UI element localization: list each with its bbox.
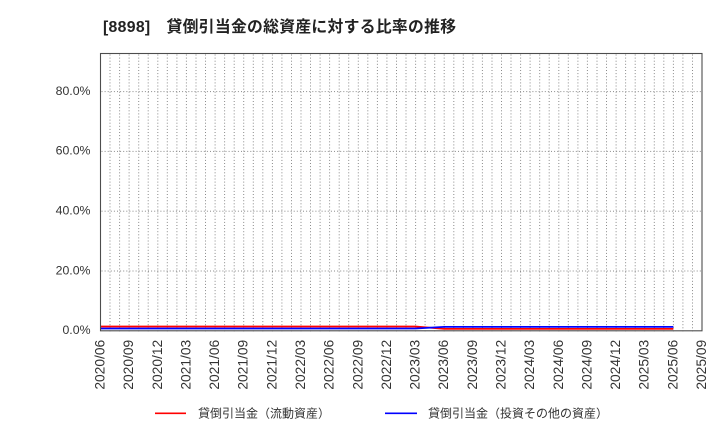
svg-text:2021/06: 2021/06 [207, 339, 222, 389]
svg-text:2020/12: 2020/12 [150, 340, 165, 390]
svg-text:2020/06: 2020/06 [93, 339, 108, 389]
svg-text:2024/09: 2024/09 [579, 339, 594, 389]
svg-text:2022/09: 2022/09 [350, 339, 365, 389]
svg-text:2020/09: 2020/09 [121, 339, 136, 389]
svg-text:2021/12: 2021/12 [264, 340, 279, 390]
svg-text:2022/03: 2022/03 [293, 339, 308, 389]
svg-text:貸倒引当金（投資その他の資産）: 貸倒引当金（投資その他の資産） [428, 405, 608, 420]
svg-text:2025/09: 2025/09 [694, 339, 709, 389]
svg-text:2024/03: 2024/03 [522, 339, 537, 389]
svg-text:2023/03: 2023/03 [408, 339, 423, 389]
svg-text:2023/12: 2023/12 [494, 340, 509, 390]
svg-text:2021/09: 2021/09 [236, 339, 251, 389]
svg-text:2022/06: 2022/06 [322, 339, 337, 389]
svg-text:2024/12: 2024/12 [608, 340, 623, 390]
svg-text:80.0%: 80.0% [56, 84, 91, 98]
svg-text:2025/06: 2025/06 [665, 339, 680, 389]
svg-text:0.0%: 0.0% [62, 323, 90, 337]
svg-text:2023/06: 2023/06 [436, 339, 451, 389]
svg-text:20.0%: 20.0% [56, 263, 91, 277]
svg-text:2021/03: 2021/03 [178, 339, 193, 389]
svg-text:2023/09: 2023/09 [465, 339, 480, 389]
svg-text:2022/12: 2022/12 [379, 340, 394, 390]
svg-text:貸倒引当金（流動資産）: 貸倒引当金（流動資産） [198, 405, 330, 420]
svg-text:60.0%: 60.0% [56, 144, 91, 158]
svg-text:2025/03: 2025/03 [637, 339, 652, 389]
svg-text:40.0%: 40.0% [56, 203, 91, 217]
svg-text:2024/06: 2024/06 [551, 339, 566, 389]
